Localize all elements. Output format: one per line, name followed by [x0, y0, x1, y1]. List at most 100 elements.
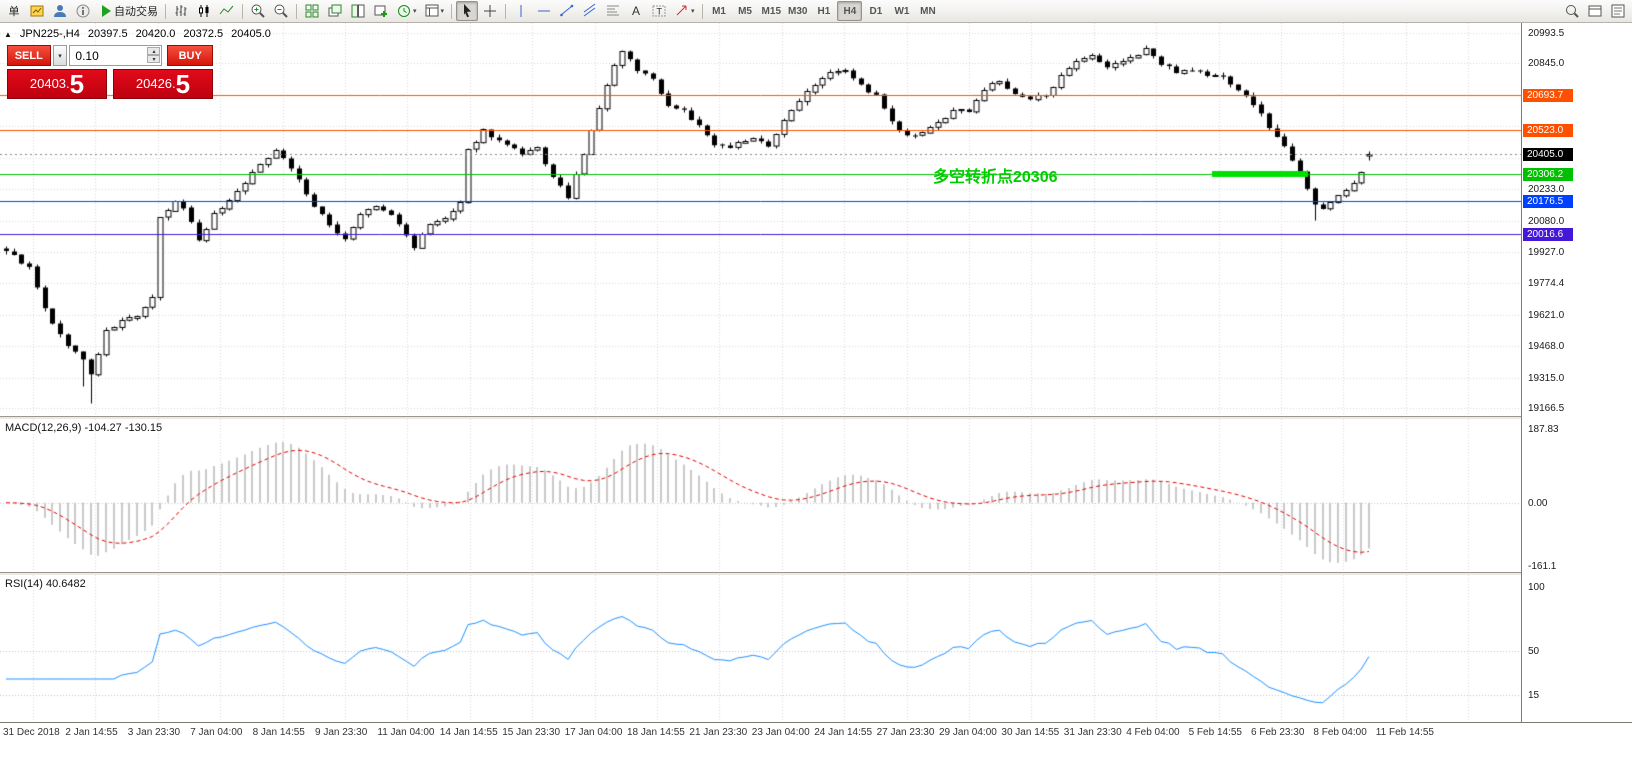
pane-separator[interactable] — [0, 416, 1632, 419]
channel-tool-button[interactable] — [579, 1, 601, 21]
timeframe-d1-button[interactable]: D1 — [869, 5, 883, 17]
main-toolbar: 单 自动交易 ▾ ▾ A T ▾ M1 M5 M15 M30 H1 H4 D1 W1 MN — [0, 0, 1632, 23]
macd-indicator-label: MACD(12,26,9) -104.27 -130.15 — [5, 422, 163, 434]
zoom-out-button[interactable] — [270, 1, 292, 21]
rsi-scale-label: 50 — [1528, 645, 1540, 657]
data-window-button[interactable] — [1584, 1, 1606, 21]
ohlc-open: 20397.5 — [87, 28, 128, 40]
crosshair-icon — [484, 5, 497, 17]
text-label-tool-button[interactable]: T — [648, 1, 670, 21]
sell-price-main: 20403. — [29, 76, 70, 91]
arrange-windows-icon — [351, 4, 365, 18]
rsi-scale-label: 100 — [1528, 582, 1545, 593]
chart-candles-button[interactable] — [193, 1, 215, 21]
window-list-button[interactable] — [1607, 1, 1629, 21]
cursor-button[interactable] — [456, 1, 479, 21]
macd-scale-label: -161.1 — [1528, 561, 1557, 572]
new-order-label: 单 — [8, 6, 20, 18]
timeframe-mn-button[interactable]: MN — [920, 5, 936, 17]
chart-text-annotation[interactable]: 多空转折点20306 — [933, 169, 1058, 186]
macd-pane-canvas[interactable] — [0, 419, 1521, 572]
cascade-windows-button[interactable] — [324, 1, 346, 21]
crosshair-button[interactable] — [479, 1, 501, 21]
price-axis-label: 19927.0 — [1528, 246, 1565, 258]
timeframe-m5-button[interactable]: M5 — [738, 5, 752, 17]
cursor-icon — [464, 4, 472, 18]
chart-symbol-period: JPN225-,H4 — [19, 28, 80, 40]
timeframe-w1-button[interactable]: W1 — [894, 5, 910, 17]
text-tool-button[interactable]: A — [625, 1, 647, 21]
timeframe-h4-button[interactable]: H4 — [837, 1, 863, 21]
chart-bars-button[interactable] — [170, 1, 192, 21]
new-order-button[interactable]: 单 — [3, 1, 25, 21]
trade-panel-collapse-icon[interactable]: ▲ — [4, 29, 12, 39]
buy-price-big-digit: 5 — [175, 69, 191, 99]
sell-price-display[interactable]: 20403. 5 — [7, 69, 107, 99]
toolbar-separator — [165, 3, 166, 19]
profiles-button[interactable] — [49, 1, 71, 21]
pane-separator[interactable] — [0, 572, 1632, 575]
price-scale[interactable]: 20993.5 20845.0 20233.0 20080.0 19927.0 19774… — [1522, 23, 1632, 722]
ohlc-low: 20372.5 — [183, 28, 224, 40]
price-axis-label: 19774.4 — [1528, 278, 1565, 290]
arrows-tool-button[interactable]: ▾ — [671, 1, 698, 21]
level-price-tag[interactable]: 20176.5 — [1523, 194, 1573, 208]
info-button[interactable] — [72, 1, 94, 21]
add-chart-button[interactable] — [370, 1, 392, 21]
price-axis-label: 19468.0 — [1528, 341, 1565, 353]
zoom-in-button[interactable] — [247, 1, 269, 21]
trendline-tool-button[interactable] — [556, 1, 578, 21]
fibonacci-tool-button[interactable] — [602, 1, 624, 21]
buy-price-display[interactable]: 20426. 5 — [113, 69, 213, 99]
info-icon — [76, 4, 90, 18]
trade-panel-controls: SELL ▾ ▴ ▾ BUY — [7, 45, 213, 66]
trade-panel-prices: 20403. 5 20426. 5 — [7, 69, 213, 99]
tile-windows-button[interactable] — [301, 1, 323, 21]
level-price-tag[interactable]: 20016.6 — [1523, 227, 1573, 241]
time-axis[interactable]: 31 Dec 2018 2 Jan 14:55 3 Jan 23:30 7 Jan 0… — [0, 722, 1632, 746]
text-label-icon: T — [652, 5, 666, 17]
buy-price-main: 20426. — [135, 76, 176, 91]
time-axis-label: 21 Jan 23:30 — [689, 727, 748, 738]
volume-increase-button[interactable]: ▴ — [147, 47, 161, 55]
autotrade-button[interactable]: 自动交易 — [95, 1, 161, 21]
time-axis-label: 17 Jan 04:00 — [564, 727, 623, 738]
chart-line-icon — [219, 5, 234, 15]
dropdown-arrow-icon: ▾ — [440, 8, 445, 15]
level-price-tag[interactable]: 20523.0 — [1523, 123, 1573, 137]
timeframe-m1-button[interactable]: M1 — [712, 5, 726, 17]
periods-button[interactable]: ▾ — [393, 1, 420, 21]
time-axis-label: 11 Feb 14:55 — [1375, 727, 1434, 738]
level-price-tag[interactable]: 20306.2 — [1523, 168, 1573, 182]
volume-input[interactable] — [70, 46, 150, 64]
bid-price-tag[interactable]: 20405.0 — [1523, 147, 1573, 161]
rsi-pane-canvas[interactable] — [0, 575, 1521, 722]
time-axis-label: 5 Feb 14:55 — [1188, 727, 1242, 738]
up-arrow-icon: ▴ — [152, 49, 156, 55]
timeframe-h1-button[interactable]: H1 — [817, 5, 831, 17]
svg-text:A: A — [632, 4, 640, 18]
price-axis-label: 19166.5 — [1528, 403, 1565, 415]
time-axis-label: 9 Jan 23:30 — [315, 727, 368, 738]
sell-button[interactable]: SELL — [7, 45, 51, 66]
one-click-trade-panel: SELL ▾ ▴ ▾ BUY 20403.5 20426.5 — [7, 45, 213, 99]
time-axis-label: 4 Feb 04:00 — [1126, 727, 1180, 738]
add-chart-icon — [374, 5, 387, 17]
macd-scale-label: 187.83 — [1528, 424, 1559, 435]
templates-button[interactable]: ▾ — [421, 1, 448, 21]
horizontal-line-tool-button[interactable] — [533, 1, 555, 21]
trade-options-dropdown[interactable]: ▾ — [52, 45, 68, 66]
new-chart-button[interactable] — [26, 1, 48, 21]
autotrade-play-icon — [102, 5, 111, 17]
arrange-windows-button[interactable] — [347, 1, 369, 21]
search-symbols-button[interactable] — [1561, 1, 1583, 21]
chart-line-button[interactable] — [216, 1, 238, 21]
periods-clock-icon — [398, 5, 410, 17]
level-price-tag[interactable]: 20693.7 — [1523, 88, 1573, 102]
main-chart-canvas[interactable] — [0, 23, 1521, 416]
buy-button[interactable]: BUY — [167, 45, 213, 66]
vertical-line-tool-button[interactable] — [510, 1, 532, 21]
timeframe-m30-button[interactable]: M30 — [788, 5, 808, 17]
timeframe-m15-button[interactable]: M15 — [761, 5, 781, 17]
volume-decrease-button[interactable]: ▾ — [147, 55, 161, 63]
